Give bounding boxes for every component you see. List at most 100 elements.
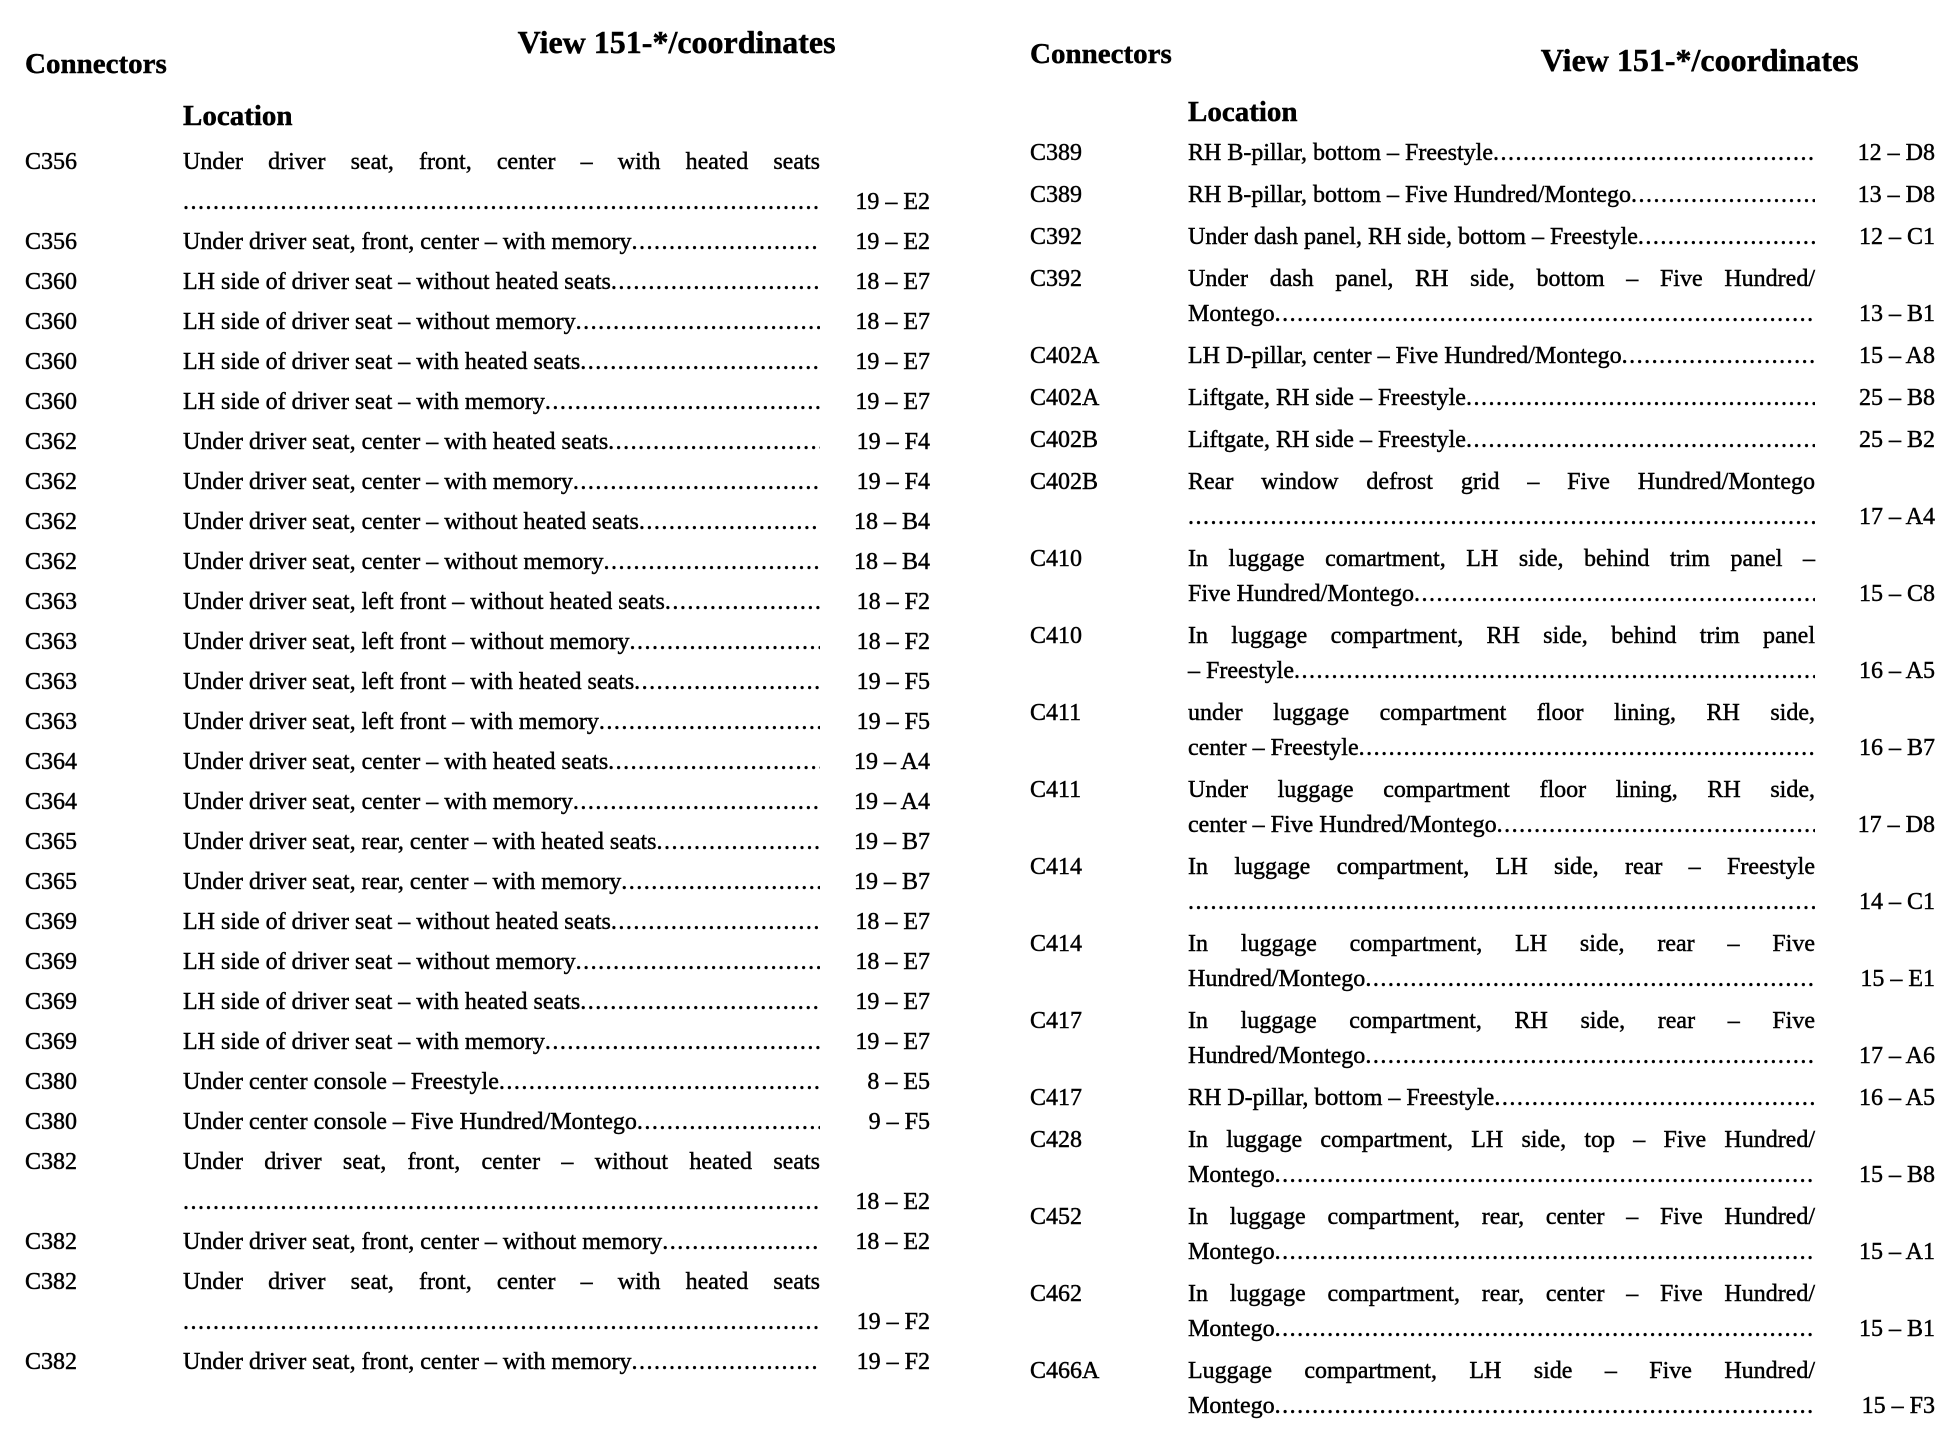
table-row: C392 Under dash panel, RH side, bottom – … [1030, 220, 1935, 255]
location-line: ........................................… [183, 182, 820, 222]
connector-id: C392 [1030, 266, 1083, 292]
connector-coordinate: 19 – F2 [856, 1349, 930, 1375]
connector-coordinate: 19 – B7 [853, 869, 930, 895]
connector-location: LH side of driver seat – without heated … [183, 262, 820, 302]
location-text: Under driver seat, rear, center – with m… [183, 869, 622, 895]
location-text: LH side of driver seat – without memory [183, 949, 576, 975]
connector-id: C363 [25, 709, 78, 735]
location-line: Montego.................................… [1188, 297, 1815, 332]
table-row: C363 Under driver seat, left front – with… [25, 582, 930, 622]
connector-location: In luggage compartment, LH side, top – F… [1188, 1123, 1815, 1193]
connector-location: In luggage compartment, rear, center – F… [1188, 1277, 1815, 1347]
dot-leader: ........................................… [575, 309, 820, 335]
dot-leader: ........................................… [608, 429, 820, 455]
location-line: – Freestyle.............................… [1188, 654, 1815, 689]
location-text: LH side of driver seat – without heated … [183, 909, 611, 935]
connector-id: C356 [25, 229, 78, 255]
location-line: LH side of driver seat – with heated sea… [183, 982, 820, 1022]
connector-coordinate: 15 – A1 [1858, 1239, 1935, 1265]
dot-leader: ........................................… [1365, 1043, 1815, 1069]
connector-table: C389 RH B-pillar, bottom – Freestyle.....… [1030, 136, 1935, 1424]
location-line: LH side of driver seat – without heated … [183, 262, 820, 302]
location-line: Under driver seat, center – without memo… [183, 542, 820, 582]
location-line: Under center console – Five Hundred/Mont… [183, 1102, 820, 1142]
connector-id: C382 [25, 1349, 78, 1375]
location-line: RH D-pillar, bottom – Freestyle.........… [1188, 1081, 1815, 1116]
dot-leader: ........................................… [636, 1109, 820, 1135]
location-text: Under driver seat, center – with heated … [183, 749, 609, 775]
connector-coordinate: 19 – A4 [853, 789, 930, 815]
dot-leader: ........................................… [1274, 1316, 1815, 1342]
location-line: Under driver seat, center – with heated … [183, 422, 820, 462]
location-text: Under driver seat, left front – without … [183, 589, 665, 615]
connector-id: C364 [25, 789, 78, 815]
connector-location: Under driver seat, center – without memo… [183, 542, 820, 582]
dot-leader: ........................................… [1274, 1393, 1815, 1419]
connector-id: C428 [1030, 1127, 1083, 1153]
connector-location: LH side of driver seat – with memory....… [183, 382, 820, 422]
dot-leader: ........................................… [1365, 966, 1815, 992]
table-row: C363 Under driver seat, left front – with… [25, 622, 930, 662]
table-row: C369 LH side of driver seat – with heated… [25, 982, 930, 1022]
dot-leader: ........................................… [183, 1189, 820, 1215]
connector-id: C365 [25, 829, 78, 855]
connector-location: RH B-pillar, bottom – Freestyle.........… [1188, 136, 1815, 171]
connectors-panel-left: Connectors View 151-*/coordinates Locati… [25, 0, 930, 1431]
connector-coordinate: 13 – B1 [1858, 301, 1935, 327]
location-text: LH side of driver seat – without memory [183, 309, 576, 335]
location-line: Rear window defrost grid – Five Hundred/… [1188, 469, 1815, 495]
location-line: RH B-pillar, bottom – Freestyle.........… [1188, 136, 1815, 171]
dot-leader: ........................................… [664, 589, 820, 615]
table-row: C364 Under driver seat, center – with hea… [25, 742, 930, 782]
dot-leader: ........................................… [631, 1349, 820, 1375]
connector-coordinate: 19 – E2 [855, 229, 930, 255]
location-text: Under driver seat, rear, center – with h… [183, 829, 657, 855]
connector-coordinate: 19 – A4 [853, 749, 930, 775]
connector-location: Luggage compartment, LH side – Five Hund… [1188, 1354, 1815, 1424]
connector-id: C462 [1030, 1281, 1083, 1307]
connector-coordinate: 8 – E5 [867, 1069, 930, 1095]
location-line: Under driver seat, left front – without … [183, 622, 820, 662]
location-line: In luggage compartment, rear, center – F… [1188, 1281, 1815, 1307]
connectors-panel-right: Connectors View 151-*/coordinates Locati… [1030, 0, 1935, 1431]
connector-id: C363 [25, 629, 78, 655]
connector-coordinate: 19 – F4 [856, 429, 930, 455]
connector-location: under luggage compartment floor lining, … [1188, 696, 1815, 766]
connector-location: Under driver seat, left front – with hea… [183, 662, 820, 702]
location-text: Under driver seat, left front – with mem… [183, 709, 599, 735]
connector-location: Under driver seat, center – with heated … [183, 742, 820, 782]
location-text: Montego [1188, 301, 1275, 327]
connector-id: C411 [1030, 777, 1082, 803]
connector-location: Under driver seat, front, center – with … [183, 222, 820, 262]
location-line: Under driver seat, front, center – with … [183, 1269, 820, 1295]
connector-table: C356 Under driver seat, front, center – w… [25, 142, 930, 1382]
connector-location: Under driver seat, front, center – with … [183, 1262, 820, 1342]
dot-leader: ........................................… [1631, 182, 1815, 208]
table-row: C363 Under driver seat, left front – with… [25, 702, 930, 742]
view-title: View 151-*/coordinates [1540, 42, 1859, 78]
location-line: LH side of driver seat – with heated sea… [183, 342, 820, 382]
location-text: center – Freestyle [1188, 735, 1359, 761]
connector-location: Rear window defrost grid – Five Hundred/… [1188, 465, 1815, 535]
connector-coordinate: 19 – E7 [855, 1029, 930, 1055]
connector-id: C392 [1030, 224, 1083, 250]
connector-id: C362 [25, 429, 78, 455]
connector-coordinate: 19 – E2 [855, 189, 930, 215]
dot-leader: ........................................… [662, 1229, 820, 1255]
location-text: Under driver seat, front, center – with … [183, 1349, 632, 1375]
dot-leader: ........................................… [1188, 889, 1815, 915]
table-row: C382 Under driver seat, front, center – w… [25, 1142, 930, 1222]
location-line: LH side of driver seat – without memory.… [183, 302, 820, 342]
connector-location: Under dash panel, RH side, bottom – Five… [1188, 262, 1815, 332]
location-text: LH side of driver seat – with heated sea… [183, 349, 581, 375]
connectors-header: Connectors [25, 48, 167, 80]
connector-id: C382 [25, 1229, 78, 1255]
dot-leader: ........................................… [634, 669, 820, 695]
connector-coordinate: 19 – F2 [856, 1309, 930, 1335]
location-line: Montego.................................… [1188, 1235, 1815, 1270]
table-row: C410 In luggage comartment, LH side, behi… [1030, 542, 1935, 612]
connector-coordinate: 16 – A5 [1858, 1085, 1935, 1111]
location-text: Liftgate, RH side – Freestyle [1188, 385, 1466, 411]
connector-coordinate: 12 – D8 [1857, 140, 1935, 166]
